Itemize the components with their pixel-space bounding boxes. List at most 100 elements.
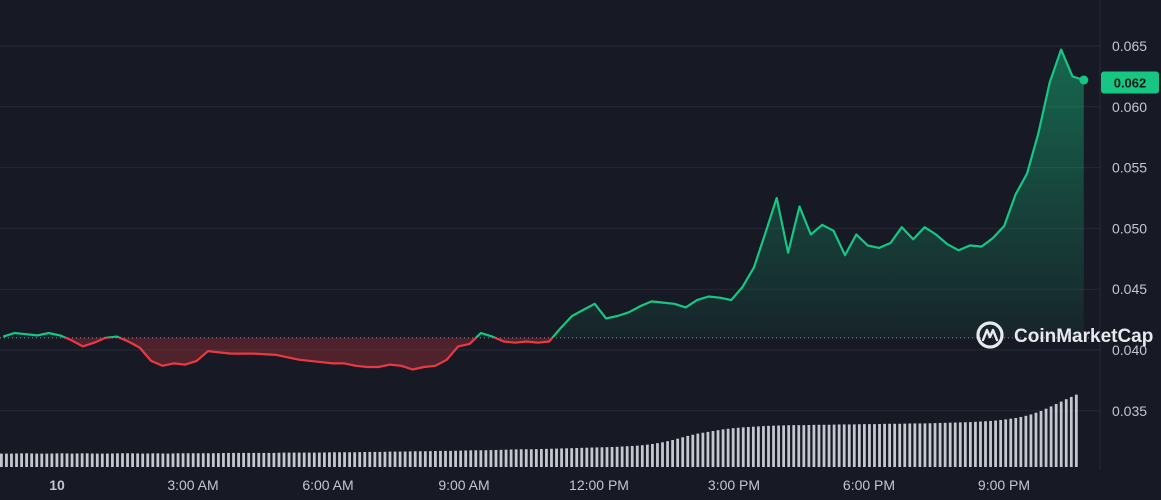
brand-name: CoinMarketCap [1014,326,1153,347]
volume-bar [529,449,533,467]
volume-bar [842,424,846,467]
volume-bar [645,444,649,467]
y-tick-label: 0.065 [1112,38,1147,54]
volume-bar [751,426,755,467]
volume-bar [716,430,720,467]
volume-bar [1024,415,1028,467]
volume-bar [943,422,947,467]
volume-bar [247,452,251,467]
volume-bar [640,445,644,467]
volume-bar [913,423,917,467]
volume-bar [211,453,215,467]
volume-bar [948,422,952,467]
volume-bar [15,453,18,467]
volume-bar [161,453,165,467]
y-tick-label: 0.060 [1112,99,1147,115]
volume-bar [923,423,927,467]
volume-bar [166,453,170,467]
x-tick-label: 3:00 AM [167,477,218,493]
volume-bar [121,453,124,467]
volume-bar [953,422,957,467]
volume-bar [489,450,493,467]
volume-bar [1054,404,1058,467]
volume-bar [726,428,730,467]
volume-bar [272,452,276,467]
volume-bar [797,425,801,468]
volume-bar [333,452,336,467]
volume-bar [307,452,311,467]
area-below-baseline [65,337,553,370]
volume-bar [413,451,417,467]
volume-bar [691,434,695,467]
volume-bar [852,424,856,467]
volume-bar [1029,414,1033,467]
volume-bar [25,453,29,467]
price-line-down [62,337,554,371]
x-tick-label: 9:00 PM [978,477,1030,493]
volume-bar [146,453,150,467]
price-line-up [2,48,1085,338]
volume-bar [35,453,39,467]
volume-bar [630,445,634,467]
current-price-badge [1101,71,1159,94]
coinmarketcap-watermark: CoinMarketCap [976,321,1153,349]
volume-bar [191,453,195,467]
volume-bar [378,451,382,467]
volume-bar [464,450,468,467]
volume-bar [156,453,160,467]
volume-bar [181,453,185,467]
current-price-marker: 0.062 [1079,71,1159,94]
volume-bar [681,437,685,467]
volume-bar [857,424,861,467]
volume-bar [928,423,932,467]
volume-bar [85,453,89,467]
volume-bar [580,447,584,467]
volume-bar [80,453,84,467]
volume-bar [706,431,710,467]
volume-bar [10,453,13,467]
volume-bar [479,450,483,467]
volume-bar [343,452,346,467]
volume-bar [393,451,397,467]
volume-bar [358,452,362,467]
volume-bar [494,449,498,467]
volume-bar [428,451,432,467]
volume-bar [1019,416,1023,467]
x-axis: 10 3:00 AM 6:00 AM 9:00 AM 12:00 PM 3:00 PM 6:… [49,477,1030,493]
volume-bar [741,427,745,467]
y-axis: 0.065 0.060 0.055 0.050 0.045 0.040 0.035 [1112,38,1147,419]
volume-bar [1039,411,1043,467]
x-tick-label: 10 [49,477,65,493]
volume-bar [373,451,377,468]
volume-bar [686,435,690,467]
volume-bar [171,453,175,467]
volume-bar [348,452,351,467]
x-tick-label: 12:00 PM [569,477,629,493]
volume-bar [958,422,962,467]
volume-bar [45,453,49,467]
volume-bar [383,451,387,467]
volume-bar [353,452,357,467]
volume-bar [625,446,629,467]
volume-bar [933,423,937,467]
volume-bar [711,431,715,467]
volume-bar [540,449,543,467]
volume-bar [868,424,871,467]
volume-bar [812,424,816,467]
volume-bar [30,453,34,467]
volume-bar [434,451,437,467]
volume-bar [989,420,992,467]
volume-bar [1044,408,1048,467]
volume-bar [999,419,1003,467]
volume-bar [252,452,256,467]
volume-bar [862,424,866,467]
volume-bar [423,451,427,467]
volume-bar [605,447,609,467]
volume-bar [615,446,619,467]
volume-bar [560,448,563,467]
volume-bar [70,453,74,467]
y-tick-label: 0.050 [1112,220,1147,236]
x-tick-label: 3:00 PM [708,477,760,493]
volume-bar [262,452,266,467]
